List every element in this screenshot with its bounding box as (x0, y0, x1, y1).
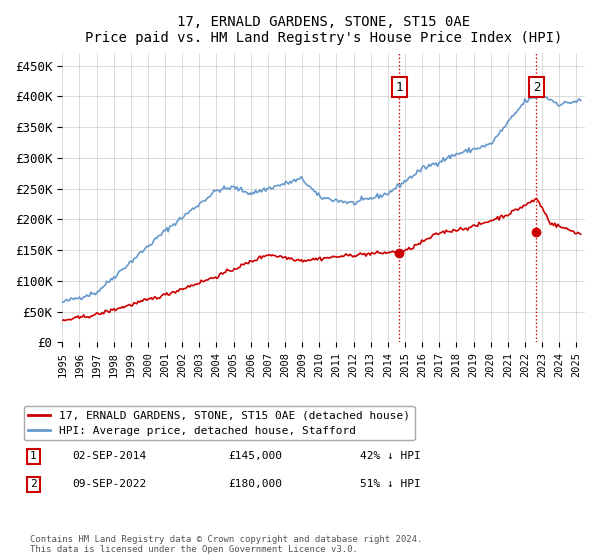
Text: 2: 2 (30, 479, 37, 489)
Text: Contains HM Land Registry data © Crown copyright and database right 2024.
This d: Contains HM Land Registry data © Crown c… (30, 535, 422, 554)
Text: 09-SEP-2022: 09-SEP-2022 (72, 479, 146, 489)
Text: 2: 2 (533, 81, 540, 94)
Legend: 17, ERNALD GARDENS, STONE, ST15 0AE (detached house), HPI: Average price, detach: 17, ERNALD GARDENS, STONE, ST15 0AE (det… (23, 406, 415, 440)
Text: £145,000: £145,000 (228, 451, 282, 461)
Text: £180,000: £180,000 (228, 479, 282, 489)
Text: 51% ↓ HPI: 51% ↓ HPI (360, 479, 421, 489)
Text: 42% ↓ HPI: 42% ↓ HPI (360, 451, 421, 461)
Text: 1: 1 (30, 451, 37, 461)
Text: 1: 1 (395, 81, 403, 94)
Text: 02-SEP-2014: 02-SEP-2014 (72, 451, 146, 461)
Title: 17, ERNALD GARDENS, STONE, ST15 0AE
Price paid vs. HM Land Registry's House Pric: 17, ERNALD GARDENS, STONE, ST15 0AE Pric… (85, 15, 562, 45)
